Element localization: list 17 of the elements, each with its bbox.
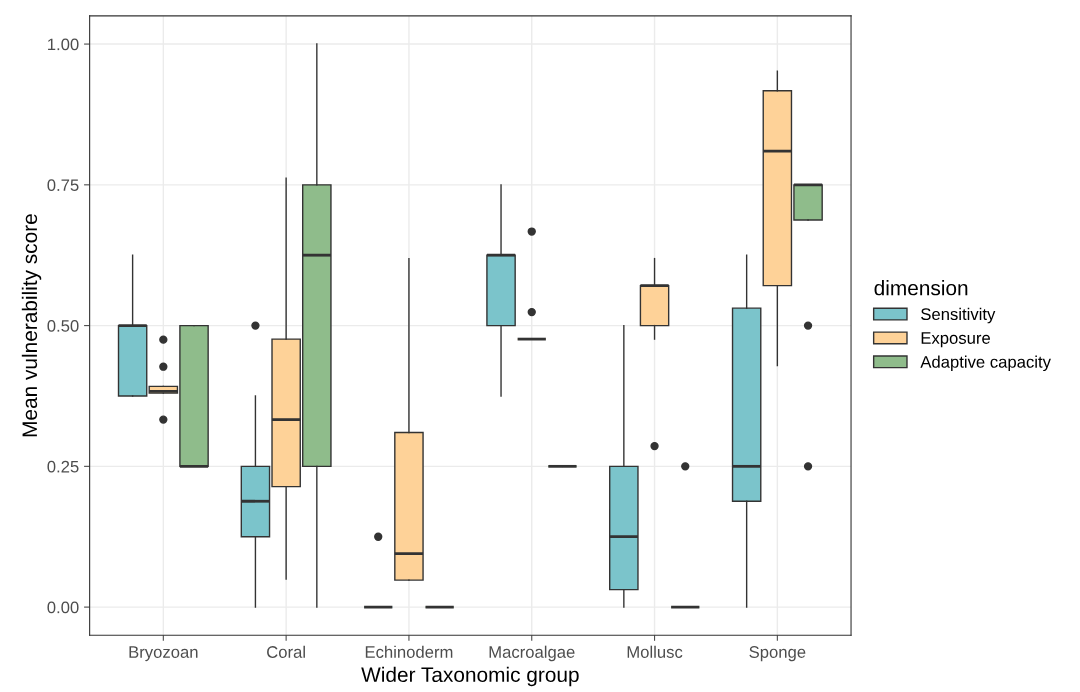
x-tick-label: Echinoderm xyxy=(365,645,453,658)
legend-label: Sensitivity xyxy=(921,307,996,324)
y-tick-label: 1.00 xyxy=(48,38,79,51)
legend-title: dimension xyxy=(874,280,968,296)
x-tick-label: Mollusc xyxy=(627,645,683,658)
legend-label: Exposure xyxy=(921,332,990,348)
x-tick-label: Macroalgae xyxy=(489,645,575,662)
x-tick-label: Coral xyxy=(267,645,305,658)
x-tick-label: Sponge xyxy=(749,646,806,662)
y-axis-title: Mean vulnerability score xyxy=(21,214,42,437)
y-tick-label: 0.75 xyxy=(47,179,79,192)
x-tick-label: Bryozoan xyxy=(129,646,198,662)
y-tick-label: 0.00 xyxy=(47,601,79,614)
legend-label: Adaptive capacity xyxy=(920,355,1051,372)
y-tick-label: 0.50 xyxy=(47,319,79,332)
y-tick-label: 0.25 xyxy=(47,460,79,473)
x-axis-title: Wider Taxonomic group xyxy=(361,666,579,687)
